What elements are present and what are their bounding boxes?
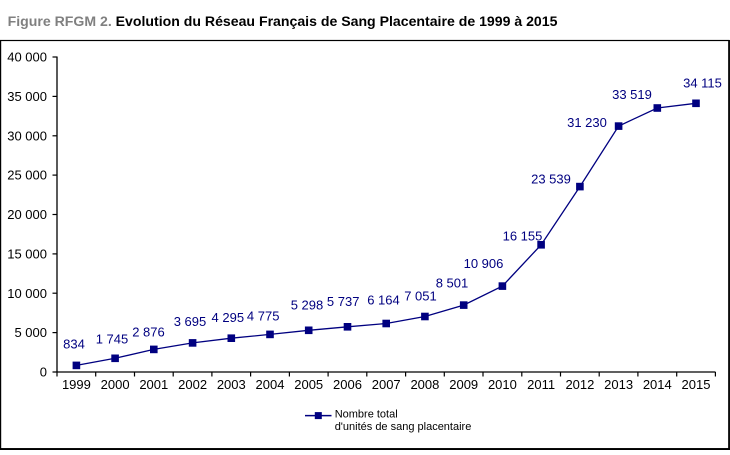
svg-text:23 539: 23 539 bbox=[531, 171, 571, 186]
svg-text:2001: 2001 bbox=[139, 377, 168, 392]
svg-text:2003: 2003 bbox=[217, 377, 246, 392]
svg-text:Figure RFGM 2. Evolution du Ré: Figure RFGM 2. Evolution du Réseau Franç… bbox=[8, 13, 558, 29]
svg-text:2004: 2004 bbox=[256, 377, 285, 392]
svg-text:10 000: 10 000 bbox=[7, 286, 47, 301]
svg-text:5 000: 5 000 bbox=[14, 325, 47, 340]
svg-text:3 695: 3 695 bbox=[174, 314, 207, 329]
svg-text:d'unités de sang placentaire: d'unités de sang placentaire bbox=[335, 421, 472, 433]
svg-text:2012: 2012 bbox=[565, 377, 594, 392]
svg-text:30 000: 30 000 bbox=[7, 128, 47, 143]
svg-text:2014: 2014 bbox=[643, 377, 672, 392]
svg-text:15 000: 15 000 bbox=[7, 247, 47, 262]
svg-text:2005: 2005 bbox=[294, 377, 323, 392]
svg-text:4 295: 4 295 bbox=[212, 310, 245, 325]
svg-text:2007: 2007 bbox=[372, 377, 401, 392]
svg-text:834: 834 bbox=[63, 336, 85, 351]
svg-text:2006: 2006 bbox=[333, 377, 362, 392]
svg-text:5 737: 5 737 bbox=[327, 294, 360, 309]
svg-text:2010: 2010 bbox=[488, 377, 517, 392]
svg-text:2000: 2000 bbox=[101, 377, 130, 392]
svg-text:16 155: 16 155 bbox=[503, 228, 543, 243]
svg-text:2 876: 2 876 bbox=[132, 324, 165, 339]
svg-text:6 164: 6 164 bbox=[367, 292, 400, 307]
svg-text:2011: 2011 bbox=[527, 377, 555, 392]
svg-text:31 230: 31 230 bbox=[567, 115, 607, 130]
svg-text:5 298: 5 298 bbox=[291, 297, 324, 312]
svg-text:7 051: 7 051 bbox=[404, 288, 437, 303]
svg-text:0: 0 bbox=[40, 365, 47, 380]
svg-text:2015: 2015 bbox=[682, 377, 711, 392]
svg-text:Nombre total: Nombre total bbox=[335, 409, 398, 421]
svg-text:1999: 1999 bbox=[62, 377, 91, 392]
svg-text:25 000: 25 000 bbox=[7, 168, 47, 183]
svg-text:8 501: 8 501 bbox=[436, 275, 469, 290]
svg-text:34 115: 34 115 bbox=[683, 75, 722, 90]
svg-text:35 000: 35 000 bbox=[7, 89, 47, 104]
svg-text:4 775: 4 775 bbox=[247, 308, 280, 323]
svg-text:40 000: 40 000 bbox=[7, 50, 47, 65]
svg-text:10 906: 10 906 bbox=[464, 256, 504, 271]
svg-text:20 000: 20 000 bbox=[7, 207, 47, 222]
svg-text:2008: 2008 bbox=[410, 377, 439, 392]
svg-text:2002: 2002 bbox=[178, 377, 207, 392]
svg-text:33 519: 33 519 bbox=[612, 87, 652, 102]
svg-text:1 745: 1 745 bbox=[96, 331, 129, 346]
svg-text:2009: 2009 bbox=[449, 377, 478, 392]
svg-text:2013: 2013 bbox=[604, 377, 633, 392]
